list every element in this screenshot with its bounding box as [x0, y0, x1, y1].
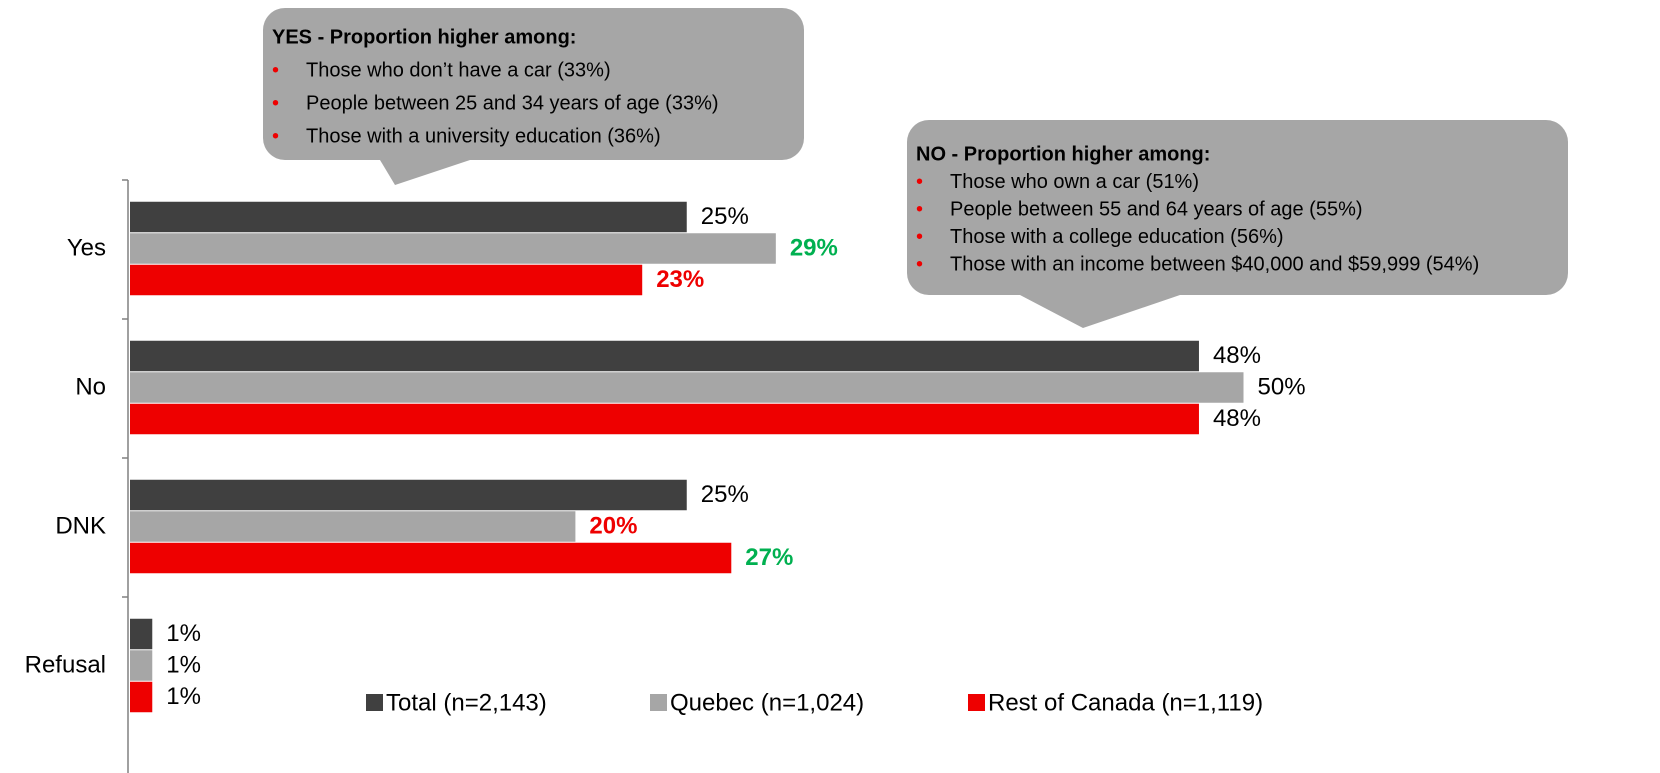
value-label: 1%	[166, 683, 201, 710]
bar	[130, 479, 687, 511]
y-tick-label: DNK	[55, 512, 106, 539]
callout-bullet: •	[916, 171, 923, 193]
callout-item: People between 25 and 34 years of age (3…	[306, 92, 719, 114]
bar	[130, 340, 1199, 372]
y-tick-label: Refusal	[25, 651, 106, 678]
callout-item: People between 55 and 64 years of age (5…	[950, 198, 1363, 220]
value-label: 48%	[1213, 342, 1261, 369]
callout-item: Those who own a car (51%)	[950, 171, 1199, 193]
callout-bullet: •	[272, 92, 279, 114]
callout-item: Those with a university education (36%)	[306, 125, 661, 147]
callout-item: Those with a college education (56%)	[950, 226, 1284, 248]
callout-bullet: •	[916, 253, 923, 275]
bar	[130, 233, 776, 264]
bar	[130, 264, 643, 296]
callout-box	[263, 8, 804, 160]
bar	[130, 681, 153, 713]
value-label: 29%	[790, 234, 838, 261]
value-label: 27%	[745, 544, 793, 571]
callout-bullet: •	[272, 59, 279, 81]
value-label: 1%	[166, 651, 201, 678]
callout-tail	[1020, 295, 1180, 328]
callout-title: NO - Proportion higher among:	[916, 143, 1210, 165]
callout-bullet: •	[272, 125, 279, 147]
value-label: 23%	[656, 266, 704, 293]
bar	[130, 542, 732, 574]
bar	[130, 650, 153, 681]
value-label: 25%	[701, 481, 749, 508]
bar	[130, 372, 1244, 403]
callout: NO - Proportion higher among: • Those who …	[907, 120, 1568, 328]
callout: YES - Proportion higher among: • Those who…	[263, 8, 804, 185]
callout-item: Those who don’t have a car (33%)	[306, 59, 611, 81]
callout-title: YES - Proportion higher among:	[272, 26, 576, 48]
bar	[130, 511, 576, 542]
callout-item: Those with an income between $40,000 and…	[950, 253, 1479, 275]
callout-bullet: •	[916, 198, 923, 220]
legend-swatch	[366, 694, 383, 711]
y-tick-label: No	[75, 373, 106, 400]
value-label: 1%	[166, 620, 201, 647]
legend-swatch	[968, 694, 985, 711]
value-label: 50%	[1258, 373, 1306, 400]
legend-label: Rest of Canada (n=1,119)	[988, 689, 1263, 716]
legend-swatch	[650, 694, 667, 711]
callout-box	[907, 120, 1568, 295]
value-label: 48%	[1213, 405, 1261, 432]
bar	[130, 201, 687, 233]
value-label: 20%	[589, 512, 637, 539]
bar	[130, 403, 1199, 435]
legend-label: Quebec (n=1,024)	[670, 689, 864, 716]
bar	[130, 618, 153, 650]
callout-bullet: •	[916, 226, 923, 248]
y-tick-label: Yes	[67, 234, 106, 261]
value-label: 25%	[701, 203, 749, 230]
legend-label: Total (n=2,143)	[386, 689, 547, 716]
callout-tail	[380, 160, 470, 185]
